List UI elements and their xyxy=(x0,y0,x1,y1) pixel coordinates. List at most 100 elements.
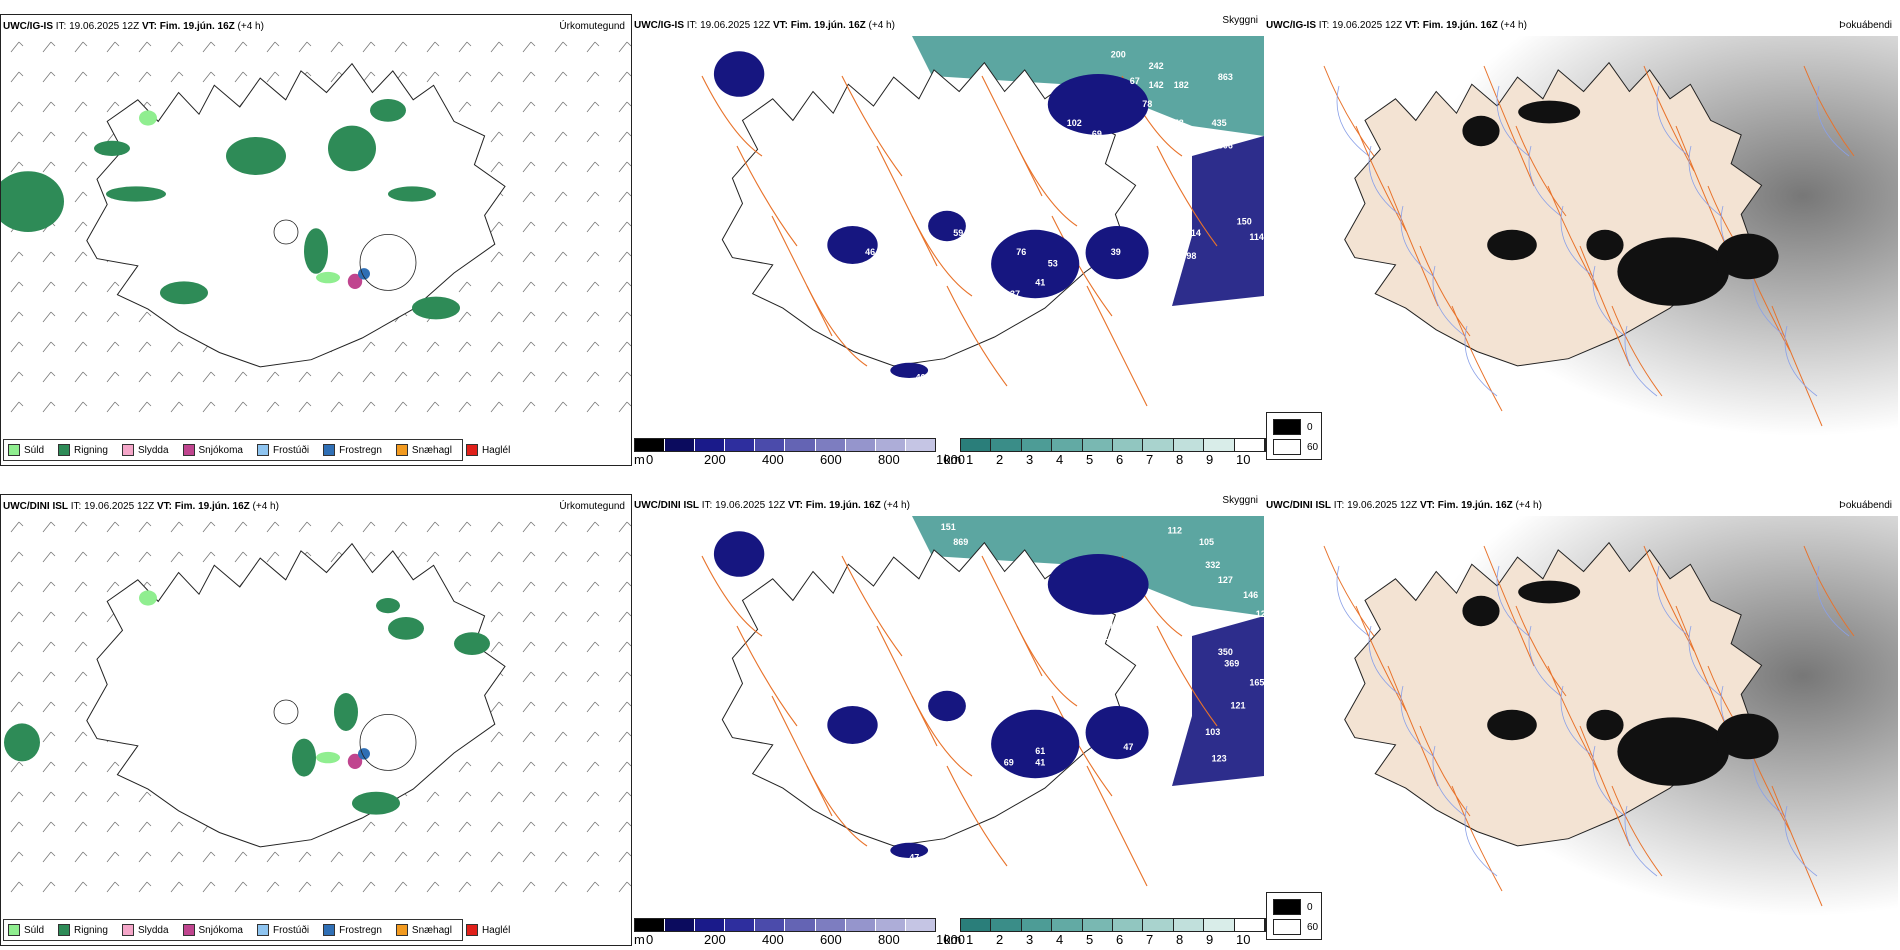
colorbar-segment xyxy=(1234,919,1266,931)
ceiling-map: 70 49 200 242 182 863 67 142 78 53 435 506 69 102 93 15… xyxy=(701,36,1264,407)
legend-swatch xyxy=(1273,919,1301,935)
ceiling-value-label: 69 xyxy=(1092,129,1102,139)
colorbar-tick: 800 xyxy=(878,932,900,947)
panel-name: Þokuábendi xyxy=(1839,500,1892,511)
ceiling-colorbar xyxy=(634,918,936,932)
colorbar-unit: m xyxy=(634,932,645,947)
colorbar-unit: km xyxy=(944,932,962,947)
ceiling-value-label: 47 xyxy=(909,852,919,862)
valid-time: VT: Fim. 19.jún. 16Z xyxy=(156,501,250,512)
ceiling-panel-row1: UWC/IG-IS IT: 19.06.2025 12Z VT: Fim. 19… xyxy=(632,14,1264,464)
panel-name: Úrkomutegund xyxy=(559,501,625,512)
colorbar-tick: 600 xyxy=(820,452,842,467)
panel-title: UWC/IG-IS IT: 19.06.2025 12Z VT: Fim. 19… xyxy=(634,15,1260,31)
ceiling-value-label: 49 xyxy=(745,95,755,105)
lead-time: (+4 h) xyxy=(1512,500,1542,511)
colorbar-tick: 1 xyxy=(966,452,974,467)
ceiling-value-label: 78 xyxy=(1142,99,1152,109)
legend-swatch xyxy=(465,924,478,936)
valid-time: VT: Fim. 19.jún. 16Z xyxy=(787,500,881,511)
panel-title: UWC/DINI ISL IT: 19.06.2025 12Z VT: Fim.… xyxy=(3,501,627,512)
colorbar-tick: 9 xyxy=(1206,452,1214,467)
colorbar-segment xyxy=(1021,919,1053,931)
ceiling-value-label: 182 xyxy=(1174,80,1189,90)
colorbar-segment xyxy=(1204,919,1235,931)
ceiling-value-label: 41 xyxy=(1035,757,1045,767)
legend-label: Snjókoma xyxy=(198,924,243,936)
ceiling-value-label: 70 xyxy=(777,61,787,71)
colorbar-segment xyxy=(1052,919,1083,931)
ceiling-value-label: 82 xyxy=(1098,632,1108,642)
ceiling-value-label: 102 xyxy=(1067,118,1082,128)
ceiling-value-label: 124 xyxy=(1256,609,1264,619)
fog-map xyxy=(1264,36,1898,436)
colorbar-tick: 200 xyxy=(704,932,726,947)
ceiling-colorbar xyxy=(634,438,936,452)
colorbar-segment xyxy=(755,439,786,451)
panel-name: Þokuábendi xyxy=(1839,20,1892,31)
legend-item: Rigning xyxy=(58,924,108,936)
colorbar-segment xyxy=(961,919,992,931)
valid-time: VT: Fim. 19.jún. 16Z xyxy=(1404,20,1498,31)
precip-map xyxy=(1,41,631,413)
legend-item: Snjókoma xyxy=(182,444,243,456)
colorbar-segment xyxy=(845,919,876,931)
colorbar-segment xyxy=(635,919,666,931)
legend-item: Súld xyxy=(8,924,44,936)
lead-time: (+4 h) xyxy=(1497,20,1527,31)
ceiling-value-label: 39 xyxy=(1149,773,1159,783)
ceiling-value-label: 142 xyxy=(1149,80,1164,90)
ceiling-value-label: 146 xyxy=(1243,590,1258,600)
colorbar-tick: 200 xyxy=(704,452,726,467)
ceiling-value-label: 67 xyxy=(1130,76,1140,86)
legend-item: 60 xyxy=(1273,919,1318,935)
ceiling-value-label: 93 xyxy=(1168,152,1178,162)
legend-item: Haglél xyxy=(465,444,510,456)
legend-swatch xyxy=(323,924,336,936)
colorbar-segment xyxy=(665,919,696,931)
legend-label: Rigning xyxy=(74,924,108,936)
colorbar-segment xyxy=(1021,439,1053,451)
ceiling-value-label: 332 xyxy=(1205,560,1220,570)
colorbar-tick: 7 xyxy=(1146,932,1154,947)
ceiling-value-label: 185 xyxy=(928,564,943,574)
ceiling-value-label: 242 xyxy=(1149,61,1164,71)
ceiling-panel-row2: UWC/DINI ISL IT: 19.06.2025 12Z VT: Fim.… xyxy=(632,494,1264,944)
colorbar-segment xyxy=(875,439,906,451)
init-time: IT: 19.06.2025 12Z xyxy=(53,21,142,32)
legend-label: Súld xyxy=(24,924,45,936)
legend-swatch xyxy=(465,444,478,456)
legend-swatch xyxy=(256,924,269,936)
legend-label: 0 xyxy=(1307,421,1313,433)
lead-time: (+4 h) xyxy=(249,501,279,512)
colorbar-segment xyxy=(695,919,726,931)
ceiling-value-label: 46 xyxy=(865,247,875,257)
colorbar-segment xyxy=(695,439,726,451)
colorbar-tick: 10 xyxy=(1236,932,1251,947)
model-name: UWC/IG-IS xyxy=(1266,20,1316,31)
init-time: IT: 19.06.2025 12Z xyxy=(68,501,157,512)
legend-swatch xyxy=(1273,439,1301,455)
colorbar-segment xyxy=(665,439,696,451)
colorbar-segment xyxy=(875,919,906,931)
colorbar-segment xyxy=(1113,439,1144,451)
legend-swatch xyxy=(395,444,408,456)
legend-swatch xyxy=(58,444,71,456)
ceiling-value-label: 151 xyxy=(941,522,956,532)
legend-swatch xyxy=(323,444,336,456)
colorbar-tick: 9 xyxy=(1206,932,1214,947)
legend-item: Frostregn xyxy=(323,444,382,456)
legend-label: Súld xyxy=(24,444,45,456)
legend-label: Haglél xyxy=(481,924,511,936)
legend-item: 0 xyxy=(1273,899,1313,915)
ceiling-value-label: 41 xyxy=(1035,277,1045,287)
colorbar-tick: 10 xyxy=(1236,452,1251,467)
ceiling-value-label: 53 xyxy=(790,571,800,581)
colorbar-segment xyxy=(1173,919,1205,931)
valid-time: VT: Fim. 19.jún. 16Z xyxy=(1419,500,1513,511)
legend-item: Haglél xyxy=(465,924,511,936)
colorbar-segment xyxy=(725,919,756,931)
colorbar-segment xyxy=(1082,919,1114,931)
ceiling-value-label: 435 xyxy=(1212,118,1227,128)
ceiling-value-label: 506 xyxy=(1218,141,1233,151)
